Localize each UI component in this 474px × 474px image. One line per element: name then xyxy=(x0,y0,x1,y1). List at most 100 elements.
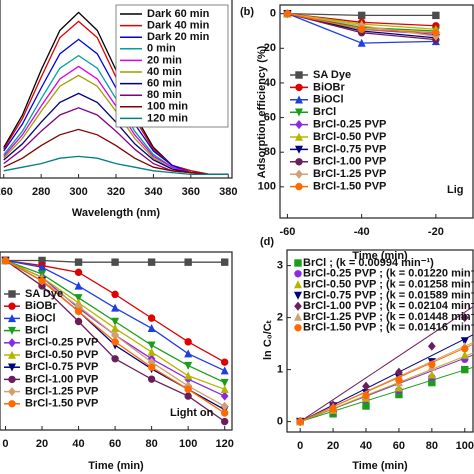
marker xyxy=(296,417,304,426)
marker xyxy=(220,378,229,387)
marker xyxy=(427,341,436,351)
legend-label: 40 min xyxy=(147,66,182,78)
annotation: Lig xyxy=(447,184,464,196)
x-axis-title: Time (min) xyxy=(352,250,408,262)
legend-label: BrCl ; (k = 0.00994 min⁻¹) xyxy=(303,257,434,269)
x-tick-label: 20 xyxy=(36,438,48,450)
legend-marker xyxy=(7,350,17,359)
plot-frame xyxy=(0,251,233,431)
y-tick-label: 0 xyxy=(270,8,276,20)
x-axis-title: Wavelength (nm) xyxy=(72,207,161,219)
x-tick-label: 0 xyxy=(2,438,8,450)
legend-label: Dark 20 min xyxy=(147,31,210,43)
fit-line xyxy=(299,306,474,423)
legend-marker xyxy=(8,387,16,397)
marker xyxy=(111,303,120,312)
marker xyxy=(357,38,366,47)
panel-label: (b) xyxy=(240,6,254,18)
marker xyxy=(357,25,366,33)
marker xyxy=(74,294,83,303)
marker xyxy=(147,347,156,356)
marker xyxy=(74,268,83,277)
x-tick-label: 100 xyxy=(179,438,197,450)
y-tick-label: 1 xyxy=(277,364,283,376)
legend-marker xyxy=(294,301,302,311)
plot-frame xyxy=(286,249,474,433)
legend-marker xyxy=(293,291,303,300)
legend-marker xyxy=(8,290,16,298)
marker xyxy=(74,281,83,290)
marker xyxy=(220,417,229,426)
legend-label: BrCl-1.50 PVP xyxy=(313,181,386,193)
marker xyxy=(147,341,156,350)
marker xyxy=(147,363,156,371)
x-tick-label: 300 xyxy=(69,186,87,198)
y-tick-label: 40 xyxy=(264,77,276,89)
legend-label: BrCl-1.00 PVP xyxy=(25,373,98,385)
marker xyxy=(184,385,192,394)
marker xyxy=(184,392,192,400)
legend-label: SA Dye xyxy=(25,288,63,300)
x-tick-label: 40 xyxy=(360,440,372,452)
marker xyxy=(460,350,469,359)
legend-marker xyxy=(294,108,304,117)
x-tick-label: 260 xyxy=(0,186,13,198)
annotation: Light on xyxy=(170,407,214,419)
marker xyxy=(220,391,229,401)
marker xyxy=(1,256,10,265)
x-tick-label: -40 xyxy=(354,226,370,238)
marker xyxy=(220,358,229,366)
marker xyxy=(460,313,469,323)
marker xyxy=(220,409,229,417)
legend-marker xyxy=(7,314,17,323)
legend-label: BrCl-1.00 PVP ; (k = 0.02104 min⁻¹) xyxy=(303,300,474,312)
legend-marker xyxy=(294,324,302,332)
legend-marker xyxy=(293,312,303,321)
legend-label: 0 min xyxy=(147,43,176,55)
marker xyxy=(362,381,370,391)
x-tick-label: 20 xyxy=(327,440,339,452)
x-tick-label: 320 xyxy=(107,186,125,198)
marker xyxy=(283,9,292,18)
legend-marker xyxy=(8,338,16,348)
fit-line xyxy=(299,352,474,423)
x-axis-title: Time (min) xyxy=(352,460,408,472)
legend-marker xyxy=(294,270,302,278)
legend-label: BrCl-0.75 PVP ; (k = 0.01589 min⁻¹) xyxy=(303,289,474,301)
marker xyxy=(74,307,83,316)
y-tick-label: 3 xyxy=(277,260,283,272)
legend-label: 100 min xyxy=(147,101,188,113)
y-axis-title: Adsorption efficiency (%) xyxy=(256,45,268,178)
x-tick-label: 40 xyxy=(72,438,84,450)
legend-label: BrCl-0.50 PVP xyxy=(25,349,98,361)
fit-line xyxy=(299,334,474,423)
marker xyxy=(38,277,46,285)
legend-label: BrCl-0.75 PVP xyxy=(313,143,386,155)
legend-label: BrCl-1.25 PVP ; (k = 0.01448 min⁻¹) xyxy=(303,311,474,323)
marker xyxy=(147,375,156,383)
y-tick-label: 20 xyxy=(264,42,276,54)
legend-label: BrCl-1.25 PVP xyxy=(25,386,98,398)
legend-marker xyxy=(8,400,16,408)
y-tick-label: 100 xyxy=(258,181,276,193)
marker xyxy=(111,258,119,266)
x-tick-label: 60 xyxy=(393,440,405,452)
y-tick-label: 60 xyxy=(264,111,276,123)
legend-label: BrCl-0.25 PVP xyxy=(25,337,98,349)
legend-label: BiOCl xyxy=(25,312,56,324)
legend-label: BrCl-0.50 PVP xyxy=(313,131,386,143)
marker xyxy=(184,338,192,346)
marker xyxy=(147,323,156,332)
marker xyxy=(220,258,229,266)
legend-marker xyxy=(295,83,303,92)
legend-marker xyxy=(8,302,16,310)
marker xyxy=(184,349,193,358)
legend-marker xyxy=(295,71,303,79)
marker xyxy=(220,384,229,394)
legend-marker xyxy=(294,132,304,141)
legend-label: BrCl-1.50 PVP xyxy=(25,398,98,410)
legend-marker xyxy=(294,259,302,267)
x-tick-label: 120 xyxy=(216,438,234,450)
legend-label: BiOBr xyxy=(25,300,58,312)
legend-label: BiOCl xyxy=(313,94,344,106)
